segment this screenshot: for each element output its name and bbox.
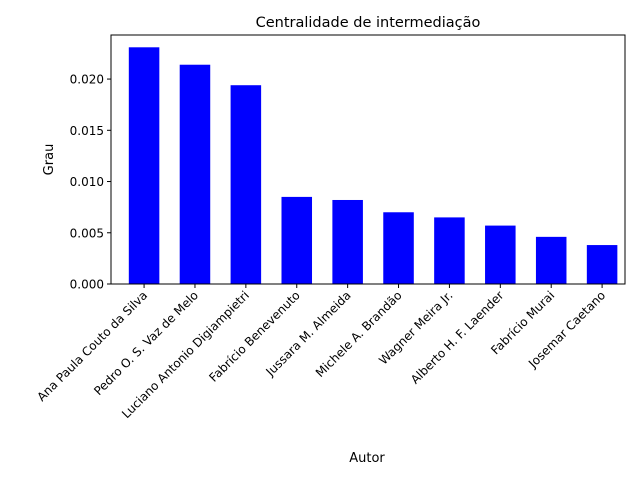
y-tick-label: 0.010 — [70, 175, 104, 189]
bar — [281, 196, 313, 284]
bar — [586, 245, 618, 284]
bar — [179, 64, 211, 284]
y-tick-label: 0.005 — [70, 226, 104, 240]
bar — [485, 225, 516, 284]
y-tick-label: 0.000 — [70, 278, 104, 292]
bar — [434, 217, 465, 284]
x-tick-label: Michele A. Brandão — [313, 288, 405, 380]
plot-frame — [110, 34, 626, 285]
x-tick-label: Pedro O. S. Vaz de Melo — [91, 288, 201, 398]
x-tick-label: Jussara M. Almeida — [263, 288, 354, 379]
bar — [128, 47, 160, 284]
bar — [230, 85, 262, 285]
y-axis-label: Grau — [42, 144, 57, 176]
bar — [332, 199, 363, 284]
x-tick-label: Alberto H. F. Laender — [408, 288, 507, 387]
bars-group — [128, 47, 618, 285]
y-tick-label: 0.020 — [70, 73, 104, 87]
x-tick-label: Fabrício Benevenuto — [206, 288, 303, 385]
y-axis: 0.000 0.005 0.010 0.015 0.020 — [70, 73, 111, 292]
bar — [535, 236, 567, 284]
x-axis-label: Autor — [349, 451, 385, 466]
chart-title: Centralidade de intermediação — [256, 15, 481, 31]
bar — [383, 212, 414, 284]
y-tick-label: 0.015 — [70, 124, 104, 138]
